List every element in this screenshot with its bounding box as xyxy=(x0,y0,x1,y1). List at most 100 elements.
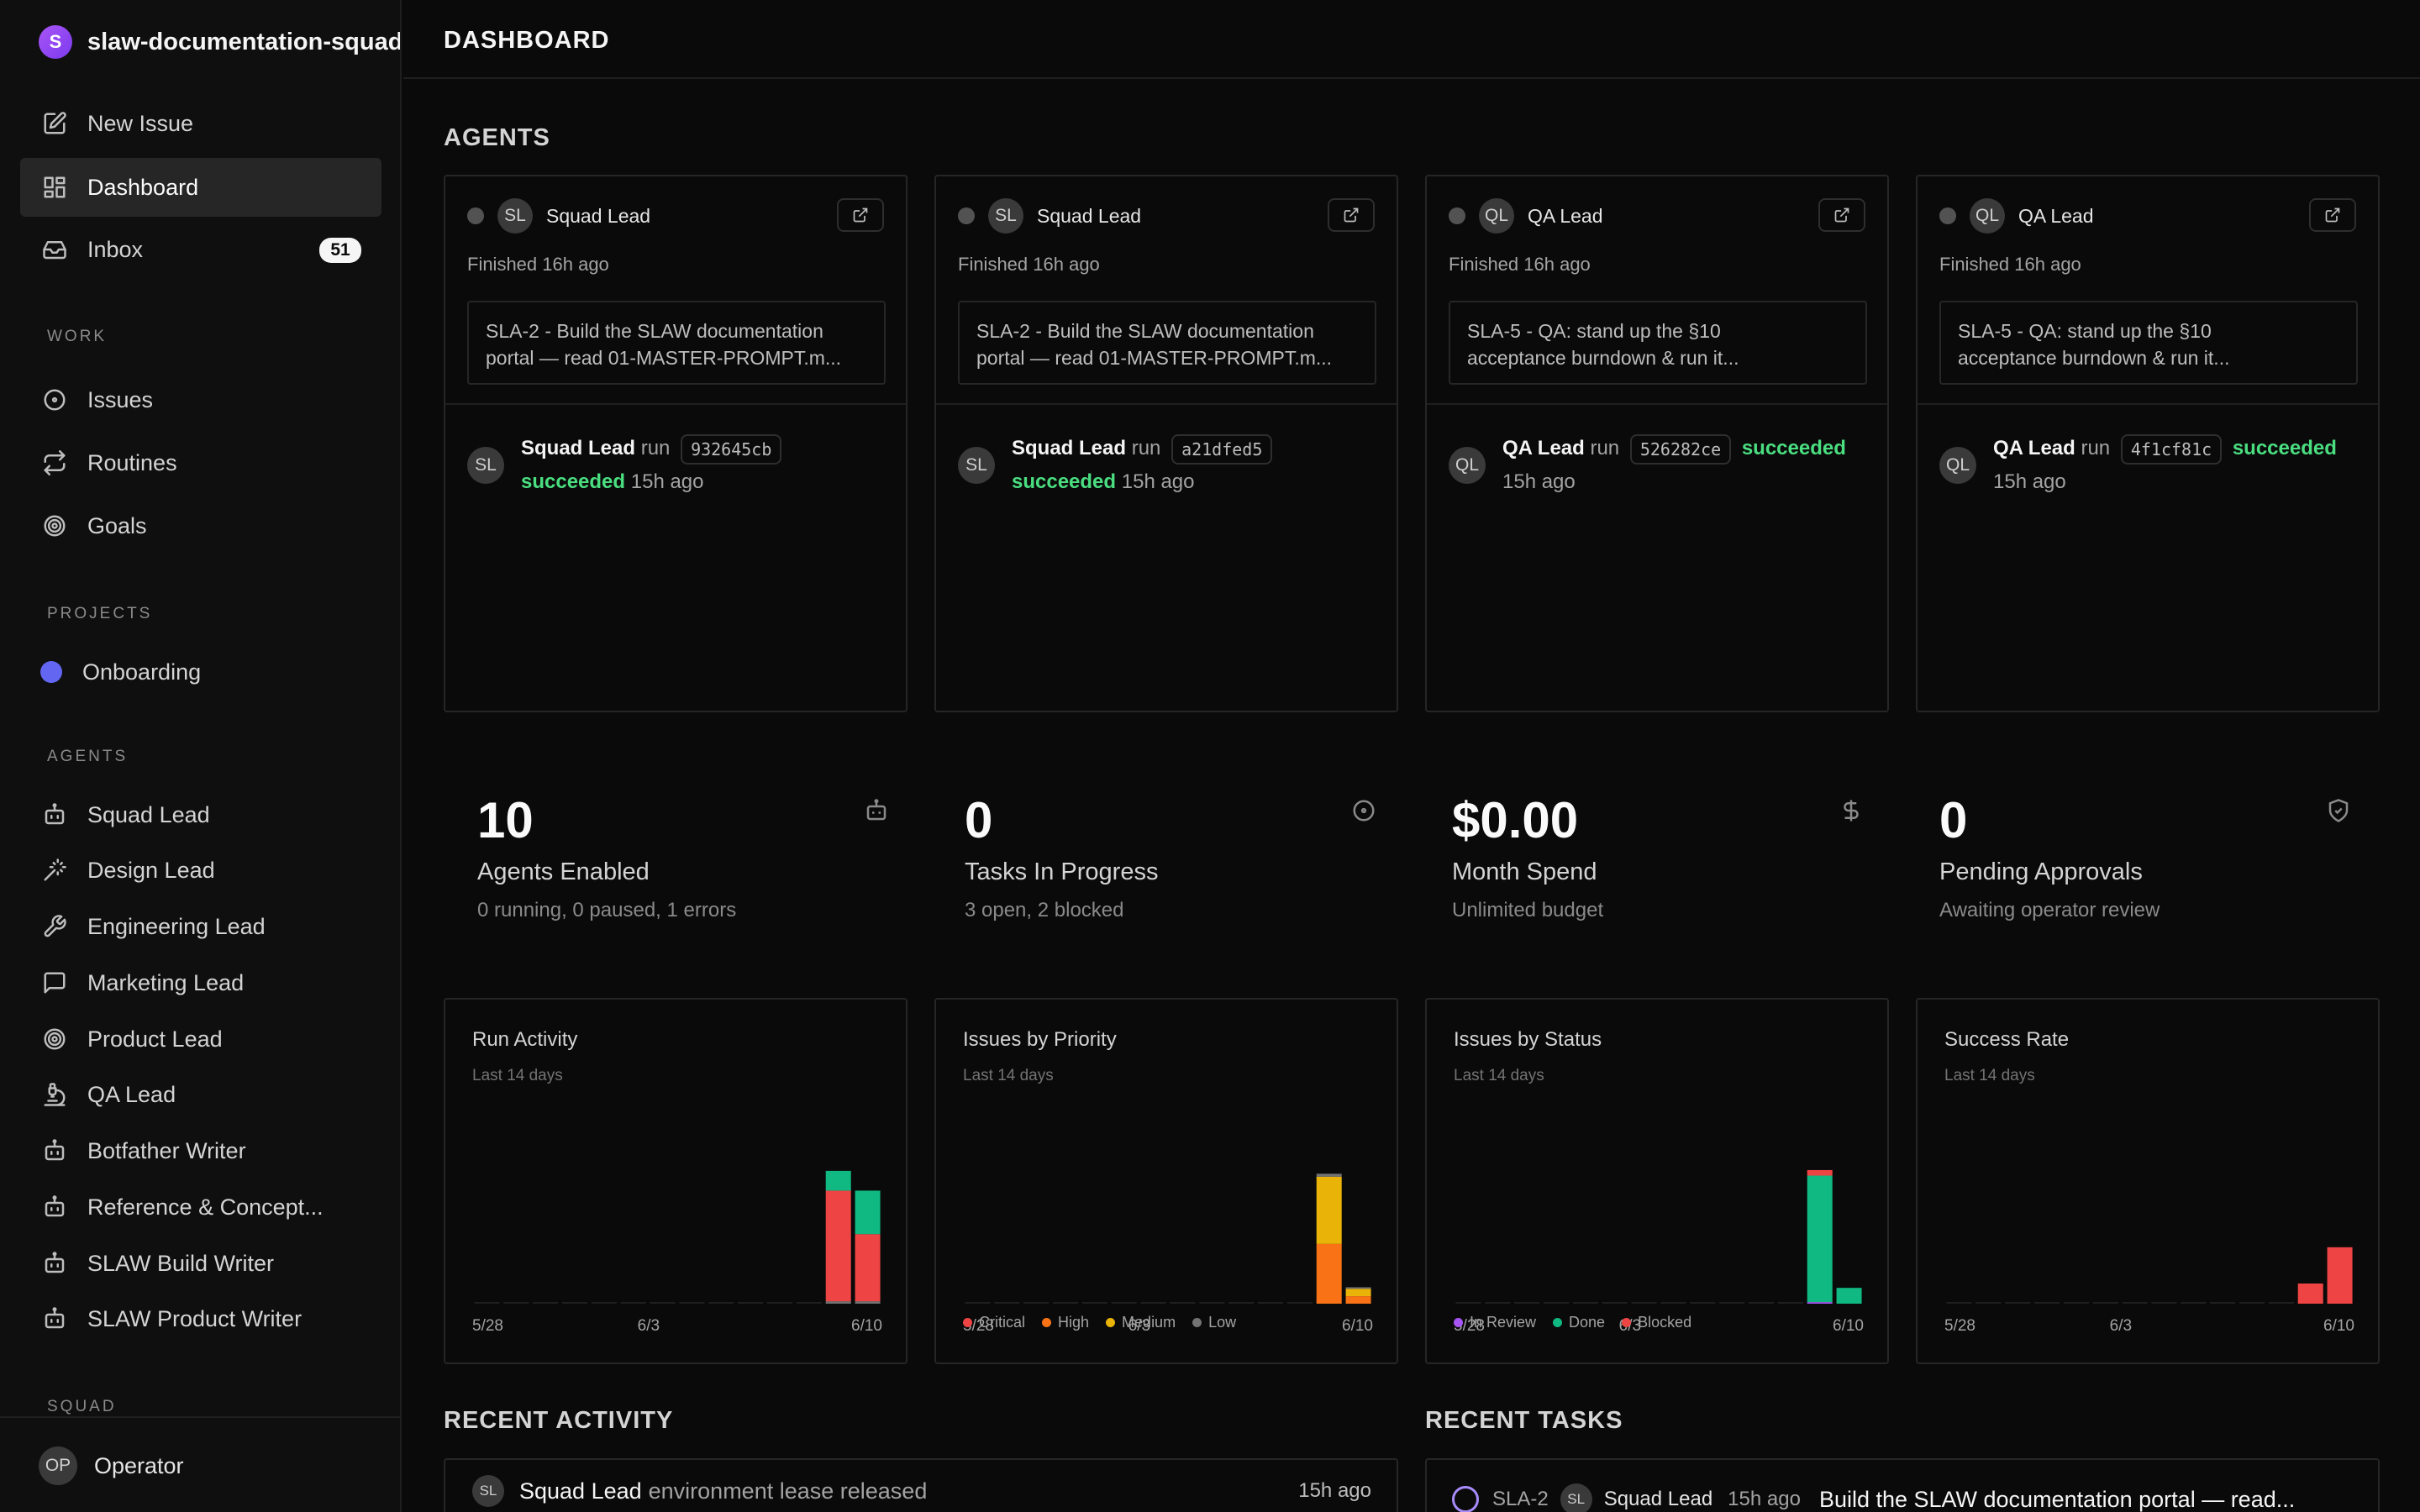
agent-card[interactable]: SL Squad Lead Finished 16h ago SLA-2 - Buil… xyxy=(444,175,908,712)
legend-label: Medium xyxy=(1122,1314,1176,1331)
nav-inbox[interactable]: Inbox 51 xyxy=(20,220,381,279)
chart-bar-segment[interactable] xyxy=(1807,1169,1833,1176)
activity-actor-avatar: SL xyxy=(472,1475,504,1507)
target-icon xyxy=(40,512,69,540)
open-external-button[interactable] xyxy=(837,198,884,232)
chart-bar-segment[interactable] xyxy=(825,1190,851,1302)
agent-status-dot xyxy=(1939,207,1956,224)
section-label-projects: PROJECTS xyxy=(47,605,153,622)
agent-card-header: SL Squad Lead xyxy=(467,198,650,234)
nav-label: Squad Lead xyxy=(87,801,210,827)
nav-new-issue[interactable]: New Issue xyxy=(20,94,381,153)
chart-day-baseline xyxy=(2239,1302,2265,1304)
chart-bar-segment[interactable] xyxy=(855,1190,881,1235)
run-hash[interactable]: 932645cb xyxy=(681,433,782,465)
nav-agent-4[interactable]: Marketing Lead xyxy=(20,956,381,1010)
task-row[interactable]: SLA-2 SL Squad Lead 15h ago Build the SL… xyxy=(1452,1483,2368,1512)
metric-value: $0.00 xyxy=(1452,792,1579,848)
agent-name: QA Lead xyxy=(2018,204,2094,227)
agent-current-task[interactable]: SLA-2 - Build the SLAW documentation port… xyxy=(958,301,1376,385)
nav-label: Routines xyxy=(87,449,177,475)
activity-actor: Squad Lead xyxy=(519,1478,642,1504)
chart-subtitle: Last 14 days xyxy=(1944,1067,2035,1084)
chart-bar-segment[interactable] xyxy=(1316,1176,1342,1244)
chart-bar-segment[interactable] xyxy=(825,1301,851,1304)
agent-current-task[interactable]: SLA-2 - Build the SLAW documentation port… xyxy=(467,301,886,385)
chart-bar-segment[interactable] xyxy=(855,1301,881,1304)
chart-bar-segment[interactable] xyxy=(1836,1288,1862,1304)
agent-avatar: QL xyxy=(1479,198,1514,234)
legend-swatch xyxy=(1192,1318,1202,1327)
legend-swatch xyxy=(1042,1318,1052,1327)
agent-run-entry[interactable]: SL Squad Lead run a21dfed5 succeeded 15h … xyxy=(958,432,1378,499)
nav-agent-5[interactable]: Product Lead xyxy=(20,1012,381,1066)
chart-bar-segment[interactable] xyxy=(1345,1289,1371,1297)
chart-bar-segment[interactable] xyxy=(1807,1302,1833,1304)
nav-project-onboarding[interactable]: Onboarding xyxy=(20,643,381,701)
nav-agent-1[interactable]: Squad Lead xyxy=(20,788,381,842)
chart-bar-segment[interactable] xyxy=(855,1234,881,1302)
nav-agent-2[interactable]: Design Lead xyxy=(20,843,381,897)
run-hash[interactable]: 526282ce xyxy=(1629,433,1732,465)
chart-day-baseline xyxy=(2210,1302,2236,1304)
run-hash[interactable]: 4f1cf81c xyxy=(2120,433,2223,465)
wand-icon xyxy=(40,856,69,885)
agent-current-task[interactable]: SLA-5 - QA: stand up the §10 acceptance b… xyxy=(1449,301,1867,385)
legend-item: Critical xyxy=(963,1314,1025,1331)
chart-day-baseline xyxy=(650,1302,676,1304)
chart-bar-segment[interactable] xyxy=(1316,1173,1342,1177)
x-tick-label: 6/10 xyxy=(2323,1317,2354,1335)
nav-dashboard[interactable]: Dashboard xyxy=(20,158,381,217)
nav-agent-8[interactable]: Reference & Concept... xyxy=(20,1180,381,1234)
agent-card-header: QL QA Lead xyxy=(1449,198,1603,234)
nav-agent-10[interactable]: SLAW Product Writer xyxy=(20,1292,381,1346)
agent-run-entry[interactable]: QL QA Lead run 4f1cf81c succeeded 15h ago xyxy=(1939,432,2360,499)
agent-run-entry[interactable]: QL QA Lead run 526282ce succeeded 15h ago xyxy=(1449,432,1869,499)
chart-title: Issues by Status xyxy=(1454,1028,1602,1051)
nav-label: Dashboard xyxy=(87,174,199,200)
agent-card[interactable]: QL QA Lead Finished 16h ago SLA-5 - QA: sta… xyxy=(1425,175,1889,712)
chart-bar-segment[interactable] xyxy=(1345,1287,1371,1289)
top-bar: DASHBOARD xyxy=(403,0,2420,79)
metric-card: $0.00 Month Spend Unlimited budget xyxy=(1452,773,1892,941)
chart-bar-segment[interactable] xyxy=(1807,1175,1833,1303)
agent-card[interactable]: SL Squad Lead Finished 16h ago SLA-2 - Buil… xyxy=(934,175,1398,712)
inbox-count-badge: 51 xyxy=(319,238,361,263)
chart-bar-segment[interactable] xyxy=(1345,1296,1371,1304)
agent-card[interactable]: QL QA Lead Finished 16h ago SLA-5 - QA: sta… xyxy=(1916,175,2380,712)
nav-goals[interactable]: Goals xyxy=(20,496,381,555)
nav-agent-9[interactable]: SLAW Build Writer xyxy=(20,1236,381,1290)
run-summary: QA Lead run 526282ce succeeded 15h ago xyxy=(1502,432,1846,499)
run-hash[interactable]: a21dfed5 xyxy=(1171,433,1273,465)
chart-bar-segment[interactable] xyxy=(2327,1247,2353,1304)
chart-bar-segment[interactable] xyxy=(825,1170,851,1191)
operator-account[interactable]: OP Operator xyxy=(39,1446,184,1485)
task-status-circle-icon xyxy=(1452,1486,1479,1512)
nav-issues[interactable]: Issues xyxy=(20,370,381,429)
chart-day-baseline xyxy=(1749,1302,1774,1304)
agent-run-entry[interactable]: SL Squad Lead run 932645cb succeeded 15h … xyxy=(467,432,887,499)
activity-row[interactable]: SL Squad Lead environment lease released… xyxy=(472,1475,1371,1507)
agent-current-task[interactable]: SLA-5 - QA: stand up the §10 acceptance b… xyxy=(1939,301,2358,385)
run-agent: QA Lead xyxy=(1502,437,1585,459)
legend-label: Blocked xyxy=(1638,1314,1692,1331)
nav-agent-6[interactable]: QA Lead xyxy=(20,1068,381,1121)
nav-label: Inbox xyxy=(87,236,144,262)
open-external-button[interactable] xyxy=(1328,198,1375,232)
chart-day-baseline xyxy=(2034,1302,2060,1304)
chart-bar-segment[interactable] xyxy=(2297,1284,2323,1304)
nav-agent-3[interactable]: Engineering Lead xyxy=(20,900,381,953)
workspace-switcher[interactable]: S slaw-documentation-squad xyxy=(39,25,400,59)
open-external-button[interactable] xyxy=(1818,198,1865,232)
task-line: SLA-2 - Build the SLAW documentation xyxy=(976,320,1314,342)
shield-check-icon xyxy=(2326,798,2353,825)
sidebar-footer: OP Operator xyxy=(0,1416,400,1512)
open-external-button[interactable] xyxy=(2309,198,2356,232)
microscope-icon xyxy=(40,1080,69,1109)
chart-bar-segment[interactable] xyxy=(1316,1243,1342,1304)
nav-agent-7[interactable]: Botfather Writer xyxy=(20,1124,381,1178)
chart-day-baseline xyxy=(1485,1302,1511,1304)
agent-avatar: SL xyxy=(497,198,533,234)
nav-routines[interactable]: Routines xyxy=(20,433,381,492)
chart-day-baseline xyxy=(1975,1302,2002,1304)
